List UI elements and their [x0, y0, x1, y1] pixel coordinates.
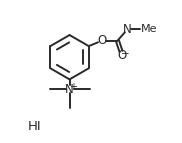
Text: N: N	[123, 23, 132, 36]
Text: O: O	[97, 34, 106, 47]
Text: O: O	[118, 49, 127, 61]
Text: +: +	[69, 82, 77, 92]
Text: N: N	[65, 83, 74, 96]
Text: −: −	[121, 49, 130, 59]
Text: Me: Me	[141, 24, 157, 34]
Text: HI: HI	[28, 120, 42, 133]
